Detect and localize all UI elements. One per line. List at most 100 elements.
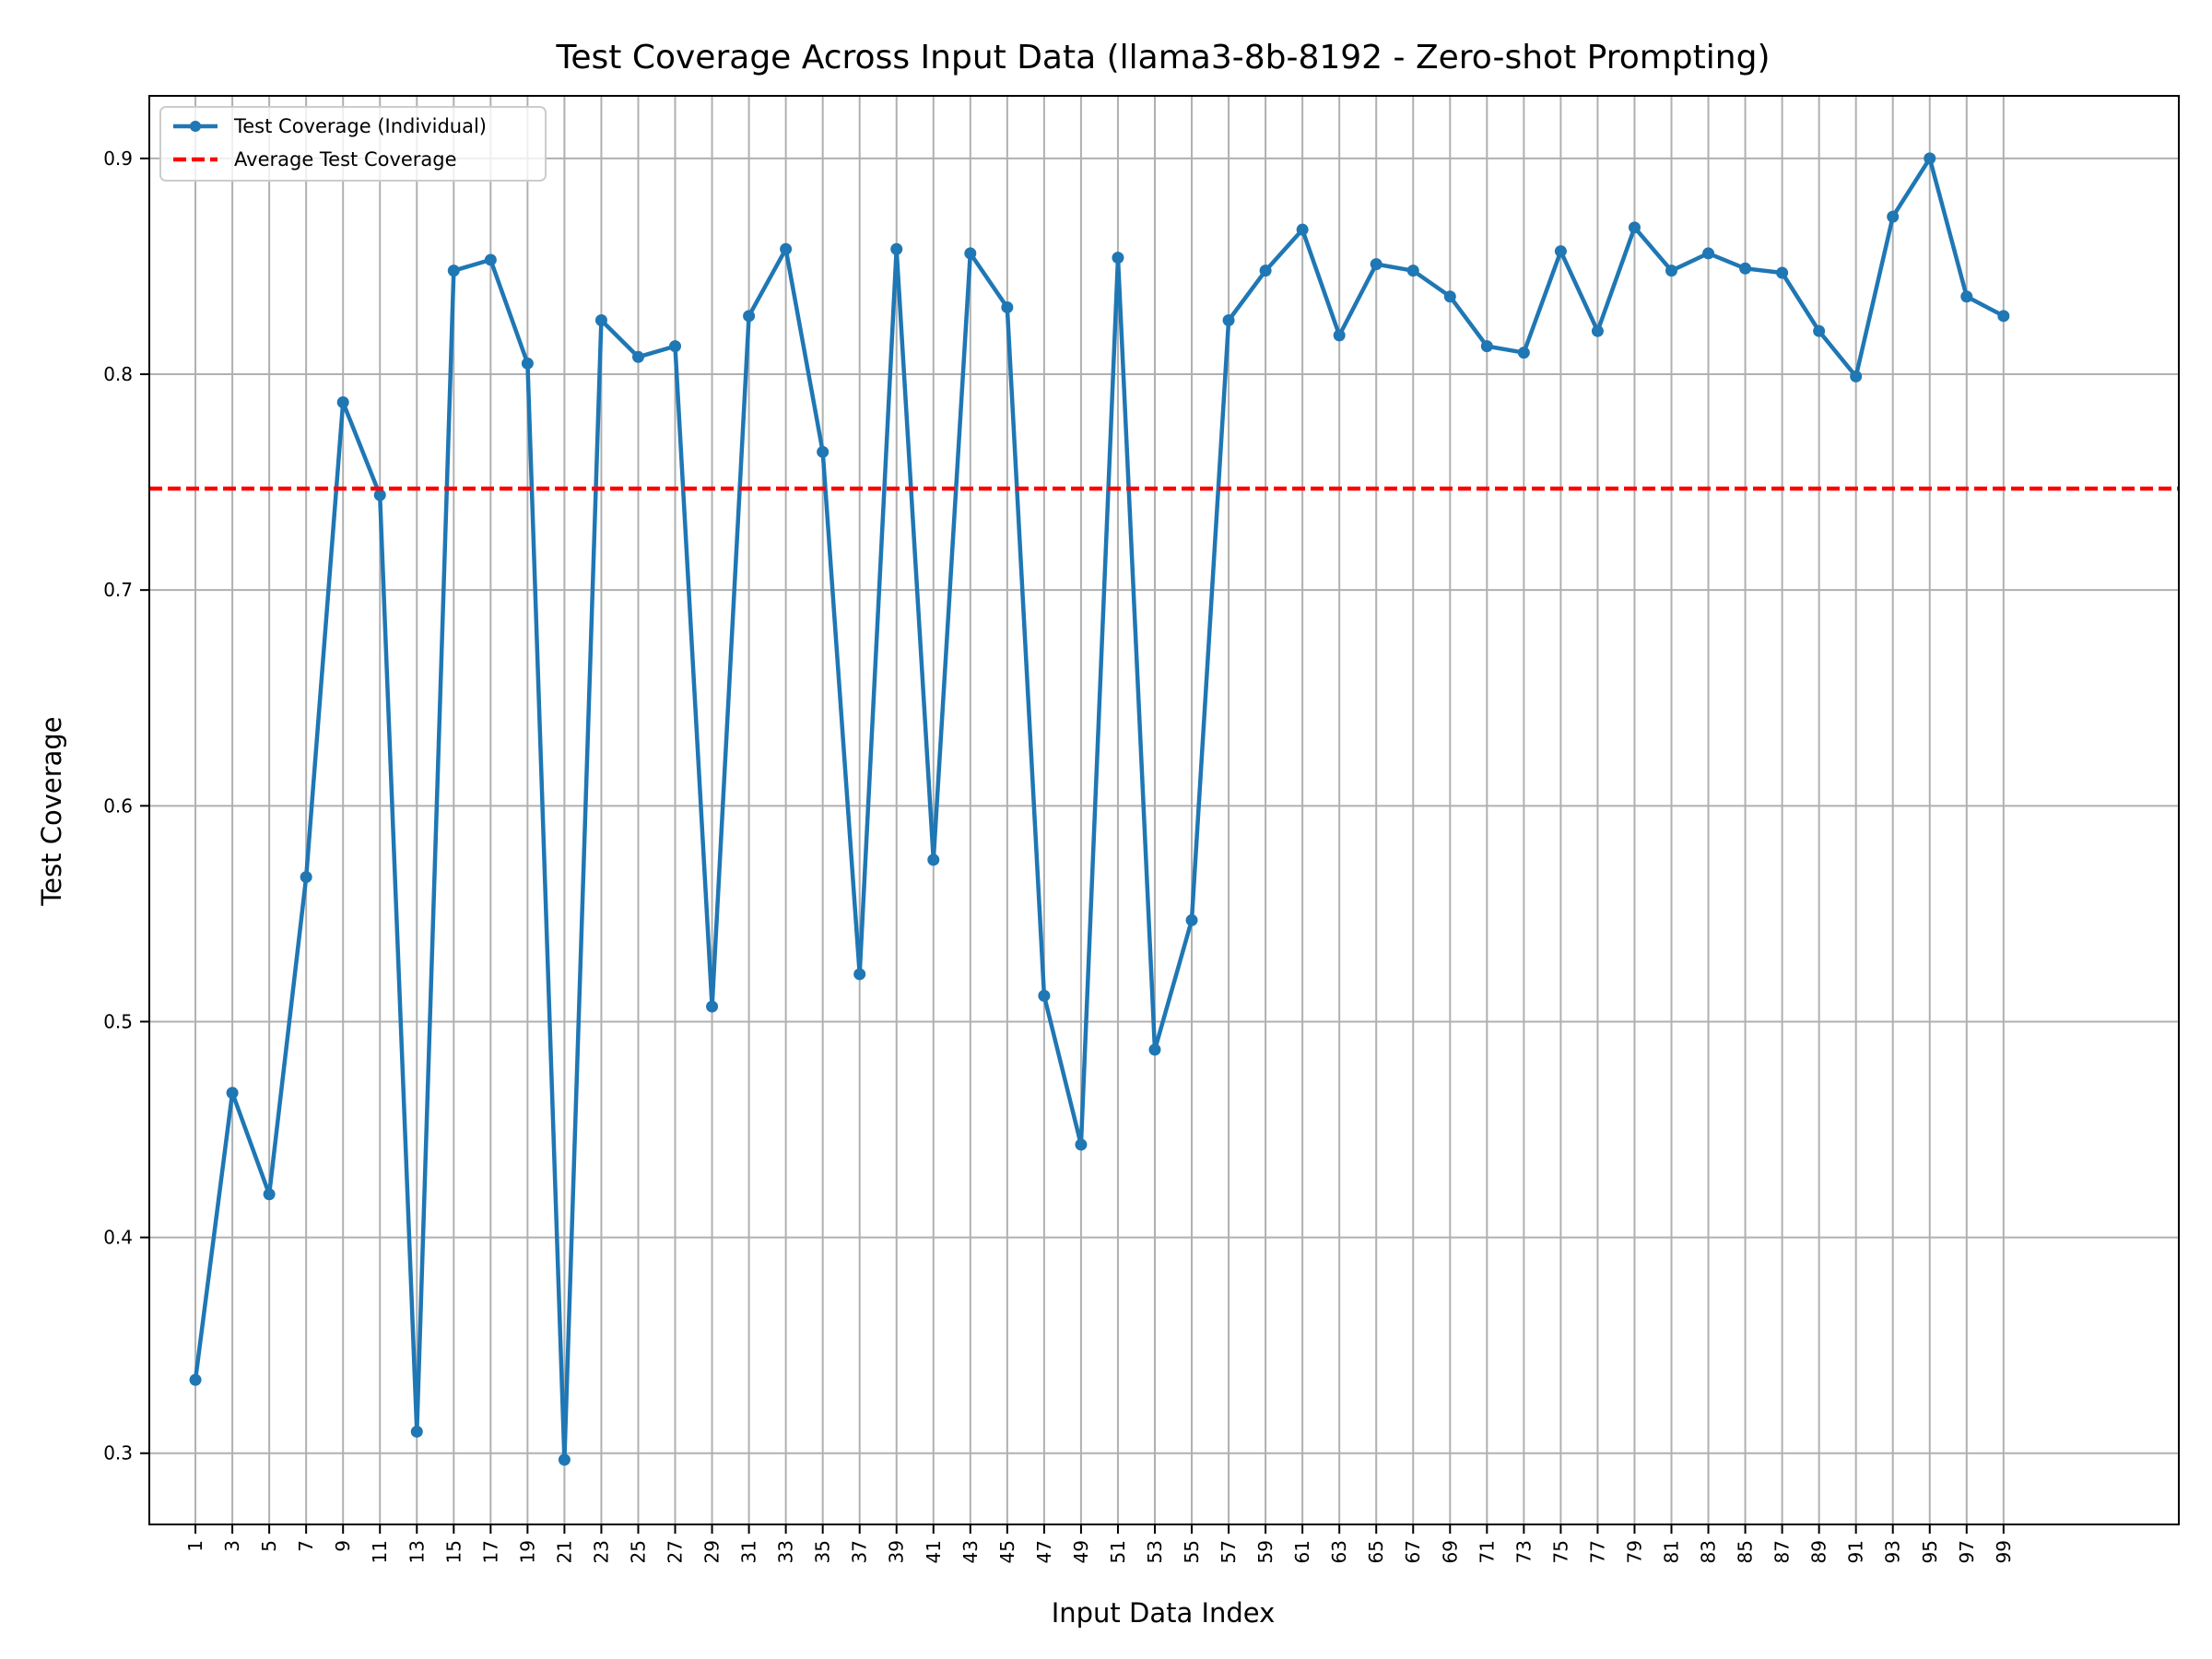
y-tick-label: 0.9 [103, 147, 133, 170]
x-tick-label: 31 [738, 1540, 760, 1563]
legend-label-individual: Test Coverage (Individual) [233, 115, 487, 137]
data-point [594, 314, 607, 327]
x-tick-label: 43 [959, 1540, 982, 1563]
data-point [1887, 210, 1900, 223]
x-tick-label: 19 [516, 1540, 538, 1563]
y-tick-label: 0.8 [103, 363, 133, 385]
data-point [890, 242, 903, 255]
data-point [780, 242, 793, 255]
x-tick-label: 35 [812, 1540, 834, 1563]
data-point [1480, 340, 1493, 353]
data-point [1112, 252, 1124, 265]
data-point [1001, 300, 1014, 313]
x-axis-label: Input Data Index [1052, 1597, 1276, 1629]
chart-title: Test Coverage Across Input Data (llama3-… [556, 39, 1771, 76]
series-line-individual [193, 156, 2005, 1463]
legend: Test Coverage (Individual) Average Test … [159, 106, 547, 182]
data-point [447, 265, 460, 277]
data-point [1776, 266, 1789, 279]
data-point [1038, 989, 1051, 1002]
x-tick-label: 39 [886, 1540, 908, 1563]
y-axis-ticks: 0.3 0.4 0.5 0.6 0.7 0.8 0.9 [103, 147, 149, 1465]
legend-box [159, 106, 547, 182]
x-tick-label: 77 [1586, 1540, 1608, 1563]
x-tick-label: 41 [923, 1540, 945, 1563]
x-tick-label: 71 [1476, 1540, 1498, 1563]
x-tick-label: 29 [701, 1540, 724, 1563]
x-tick-label: 13 [406, 1540, 428, 1563]
x-tick-label: 61 [1291, 1540, 1313, 1563]
data-point [817, 445, 830, 458]
y-axis-label: Test Coverage [36, 716, 67, 906]
data-point [1443, 290, 1456, 303]
x-tick-label: 95 [1919, 1540, 1941, 1563]
x-tick-label: 23 [590, 1540, 612, 1563]
legend-label-average: Average Test Coverage [234, 148, 457, 171]
data-point [300, 871, 312, 884]
data-point [1333, 329, 1346, 342]
y-tick-label: 0.3 [103, 1442, 133, 1465]
data-point [1739, 262, 1752, 275]
data-point [631, 350, 644, 363]
data-point [706, 1000, 719, 1013]
x-tick-label: 97 [1956, 1540, 1978, 1563]
data-point [189, 1373, 202, 1386]
plot-frame [148, 95, 2180, 1525]
data-point [1813, 324, 1826, 337]
y-tick-label: 0.7 [103, 579, 133, 601]
x-tick-label: 99 [1993, 1540, 2015, 1563]
x-tick-label: 15 [442, 1540, 465, 1563]
x-tick-label: 87 [1771, 1540, 1794, 1563]
data-point [1665, 265, 1677, 277]
data-point [263, 1188, 276, 1201]
x-tick-label: 59 [1254, 1540, 1277, 1563]
x-tick-label: 49 [1070, 1540, 1092, 1563]
legend-marker-individual [190, 121, 201, 132]
series-layer [149, 152, 2179, 1466]
data-point [336, 395, 349, 408]
data-point [1960, 290, 1973, 303]
data-point [373, 488, 386, 501]
data-point [853, 968, 866, 981]
x-tick-label: 85 [1735, 1540, 1757, 1563]
data-point [1075, 1138, 1088, 1151]
data-point [1517, 347, 1530, 359]
x-axis-ticks: 1 3 5 7 9 11 13 15 17 19 21 23 25 27 29 31 33 35 37 39 41 43 4… [184, 1524, 2015, 1563]
data-point [226, 1087, 239, 1100]
data-point [743, 310, 756, 323]
x-tick-label: 33 [775, 1540, 797, 1563]
data-point [1148, 1043, 1161, 1056]
data-point [1259, 265, 1272, 277]
x-tick-label: 5 [258, 1540, 280, 1552]
x-tick-label: 63 [1328, 1540, 1350, 1563]
x-tick-label: 57 [1218, 1540, 1240, 1563]
y-tick-label: 0.6 [103, 794, 133, 817]
x-tick-label: 89 [1808, 1540, 1830, 1563]
x-tick-label: 75 [1549, 1540, 1571, 1563]
data-point [1702, 247, 1715, 260]
data-point [1554, 245, 1567, 258]
x-tick-label: 51 [1107, 1540, 1129, 1563]
y-tick-label: 0.5 [103, 1010, 133, 1032]
data-point [521, 357, 534, 370]
data-point [1222, 314, 1235, 327]
data-point [1628, 221, 1641, 234]
x-tick-label: 79 [1623, 1540, 1645, 1563]
x-tick-label: 3 [221, 1540, 243, 1552]
x-tick-label: 83 [1698, 1540, 1720, 1563]
data-point [669, 340, 682, 353]
data-point [927, 853, 940, 866]
x-tick-label: 55 [1181, 1540, 1203, 1563]
x-tick-label: 27 [665, 1540, 687, 1563]
x-tick-label: 73 [1512, 1540, 1535, 1563]
x-tick-label: 91 [1845, 1540, 1867, 1563]
data-point [1591, 324, 1604, 337]
data-point [1185, 913, 1198, 926]
data-point [1370, 258, 1382, 271]
data-point [1997, 310, 2010, 323]
data-point [1924, 152, 1936, 165]
data-point [1850, 370, 1863, 382]
x-tick-label: 7 [295, 1540, 317, 1552]
x-tick-label: 25 [627, 1540, 649, 1563]
x-tick-label: 1 [184, 1540, 206, 1552]
